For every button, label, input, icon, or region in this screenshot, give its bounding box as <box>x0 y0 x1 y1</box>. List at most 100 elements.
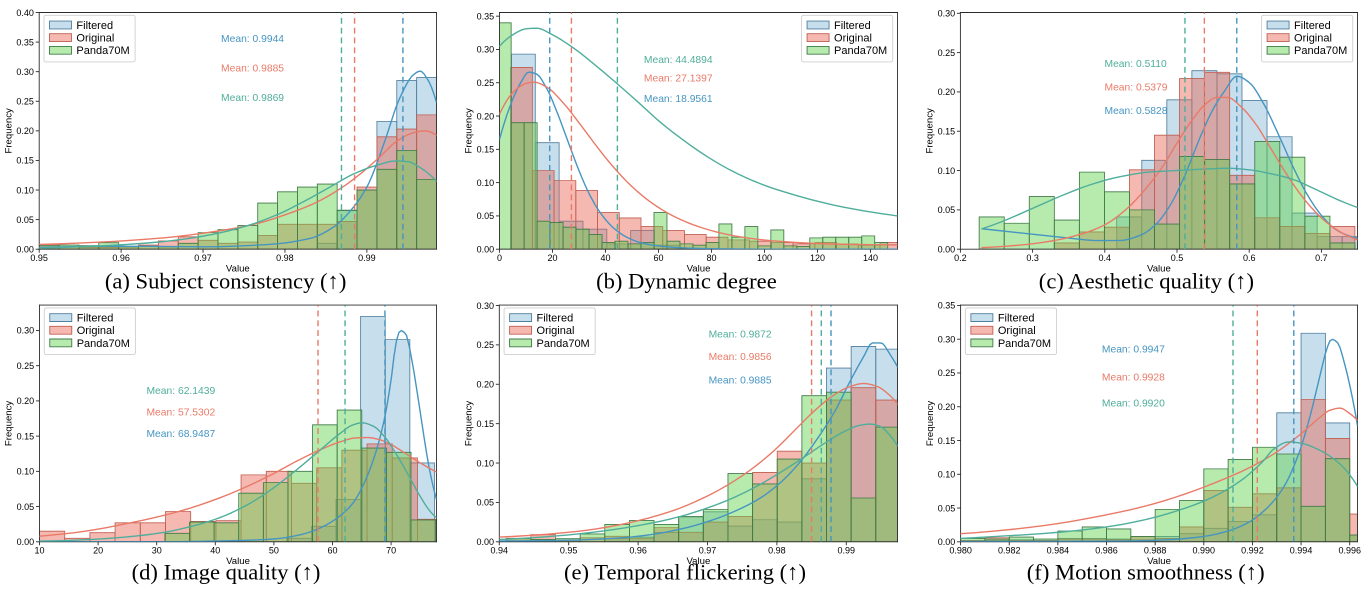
svg-text:0.10: 0.10 <box>17 467 35 477</box>
svg-text:0.20: 0.20 <box>16 126 34 136</box>
svg-text:Frequency: Frequency <box>925 401 936 447</box>
svg-text:0.05: 0.05 <box>938 205 956 215</box>
svg-text:Value: Value <box>687 263 711 274</box>
svg-text:0.980: 0.980 <box>949 546 972 556</box>
svg-text:0.30: 0.30 <box>938 9 956 19</box>
svg-text:0.984: 0.984 <box>1047 546 1070 556</box>
svg-text:0.986: 0.986 <box>1095 546 1118 556</box>
svg-text:(f) Motion smoothness (↑): (f) Motion smoothness (↑) <box>1027 560 1265 585</box>
svg-text:Mean: 0.5379: Mean: 0.5379 <box>1105 82 1168 93</box>
svg-text:0.20: 0.20 <box>477 111 495 121</box>
svg-text:0.25: 0.25 <box>938 48 956 58</box>
svg-text:0.25: 0.25 <box>476 340 494 350</box>
svg-text:0.15: 0.15 <box>16 156 34 166</box>
svg-text:0.97: 0.97 <box>194 253 212 263</box>
svg-text:80: 80 <box>706 253 716 263</box>
svg-text:40: 40 <box>600 253 610 263</box>
svg-text:0.10: 0.10 <box>938 166 956 176</box>
svg-text:0.20: 0.20 <box>476 380 494 390</box>
svg-text:0.15: 0.15 <box>17 431 35 441</box>
svg-text:0.96: 0.96 <box>629 546 647 556</box>
svg-text:0.00: 0.00 <box>938 537 956 547</box>
svg-text:0.988: 0.988 <box>1144 546 1167 556</box>
svg-text:0.40: 0.40 <box>16 8 34 18</box>
svg-text:70: 70 <box>386 546 396 556</box>
svg-text:0.3: 0.3 <box>1026 253 1039 263</box>
svg-text:0.00: 0.00 <box>938 244 956 254</box>
svg-text:0.25: 0.25 <box>477 78 495 88</box>
svg-text:Filtered: Filtered <box>1294 20 1331 32</box>
svg-text:0.96: 0.96 <box>112 253 130 263</box>
svg-text:0.6: 0.6 <box>1243 253 1256 263</box>
svg-text:(a) Subject consistency (↑): (a) Subject consistency (↑) <box>105 268 347 293</box>
svg-text:0.94: 0.94 <box>491 546 509 556</box>
svg-text:0.35: 0.35 <box>938 301 956 311</box>
svg-text:Panda70M: Panda70M <box>834 45 887 57</box>
svg-text:Frequency: Frequency <box>463 401 474 447</box>
svg-text:Panda70M: Panda70M <box>77 338 130 350</box>
svg-text:Frequency: Frequency <box>925 108 936 154</box>
svg-text:0.15: 0.15 <box>477 145 495 155</box>
svg-text:30: 30 <box>152 546 162 556</box>
svg-text:Frequency: Frequency <box>4 401 15 447</box>
svg-text:Original: Original <box>998 325 1036 337</box>
svg-text:120: 120 <box>810 253 825 263</box>
svg-text:Original: Original <box>834 32 872 44</box>
svg-text:0.00: 0.00 <box>16 244 34 254</box>
svg-text:0.25: 0.25 <box>16 97 34 107</box>
svg-text:Original: Original <box>1294 32 1332 44</box>
svg-text:0.5: 0.5 <box>1171 253 1184 263</box>
svg-text:Mean: 68.9487: Mean: 68.9487 <box>146 429 215 440</box>
svg-text:60: 60 <box>653 253 663 263</box>
svg-text:0.97: 0.97 <box>699 546 717 556</box>
svg-text:140: 140 <box>863 253 878 263</box>
svg-text:Panda70M: Panda70M <box>537 338 590 350</box>
svg-text:0.30: 0.30 <box>938 334 956 344</box>
svg-text:0.05: 0.05 <box>17 502 35 512</box>
svg-text:Mean: 62.1439: Mean: 62.1439 <box>146 386 215 397</box>
svg-text:0.994: 0.994 <box>1290 546 1313 556</box>
svg-text:20: 20 <box>93 546 103 556</box>
svg-text:Panda70M: Panda70M <box>76 45 129 57</box>
svg-text:0.10: 0.10 <box>938 470 956 480</box>
svg-text:Mean: 0.9885: Mean: 0.9885 <box>709 375 772 386</box>
svg-text:0.25: 0.25 <box>17 361 35 371</box>
svg-text:Filtered: Filtered <box>76 20 113 32</box>
svg-text:Mean: 0.9947: Mean: 0.9947 <box>1102 345 1165 356</box>
svg-text:0.25: 0.25 <box>938 368 956 378</box>
svg-text:Panda70M: Panda70M <box>1294 45 1347 57</box>
svg-text:0.98: 0.98 <box>768 546 786 556</box>
svg-text:10: 10 <box>34 546 44 556</box>
svg-text:0.992: 0.992 <box>1241 546 1264 556</box>
svg-text:Value: Value <box>226 556 250 567</box>
svg-text:Mean: 0.5110: Mean: 0.5110 <box>1105 59 1167 70</box>
svg-text:Mean: 0.9920: Mean: 0.9920 <box>1102 399 1165 410</box>
svg-text:Mean: 0.9872: Mean: 0.9872 <box>709 329 772 340</box>
svg-text:Panda70M: Panda70M <box>998 338 1051 350</box>
svg-text:0.00: 0.00 <box>476 537 494 547</box>
svg-text:Frequency: Frequency <box>464 108 475 154</box>
svg-text:Mean: 0.9869: Mean: 0.9869 <box>221 93 284 104</box>
svg-text:0.00: 0.00 <box>17 537 35 547</box>
svg-text:(d) Image quality (↑): (d) Image quality (↑) <box>132 559 321 584</box>
svg-text:0.10: 0.10 <box>476 458 494 468</box>
svg-text:0.35: 0.35 <box>16 37 34 47</box>
svg-text:Original: Original <box>77 325 115 337</box>
svg-text:100: 100 <box>757 253 772 263</box>
svg-text:0.15: 0.15 <box>938 436 956 446</box>
svg-text:0.15: 0.15 <box>938 127 956 137</box>
svg-text:Mean: 0.9885: Mean: 0.9885 <box>221 63 284 74</box>
svg-text:Value: Value <box>1147 263 1171 274</box>
svg-text:Mean: 18.9561: Mean: 18.9561 <box>644 94 713 105</box>
svg-text:Mean: 57.5302: Mean: 57.5302 <box>146 407 215 418</box>
svg-text:0.98: 0.98 <box>276 253 294 263</box>
svg-text:40: 40 <box>210 546 220 556</box>
svg-text:Filtered: Filtered <box>834 20 871 32</box>
svg-text:(b) Dynamic degree: (b) Dynamic degree <box>596 268 777 293</box>
svg-text:0.95: 0.95 <box>560 546 578 556</box>
svg-text:0.982: 0.982 <box>998 546 1021 556</box>
svg-text:0.4: 0.4 <box>1099 253 1112 263</box>
svg-text:0.990: 0.990 <box>1193 546 1216 556</box>
svg-text:0.10: 0.10 <box>477 178 495 188</box>
svg-text:0.7: 0.7 <box>1315 253 1328 263</box>
